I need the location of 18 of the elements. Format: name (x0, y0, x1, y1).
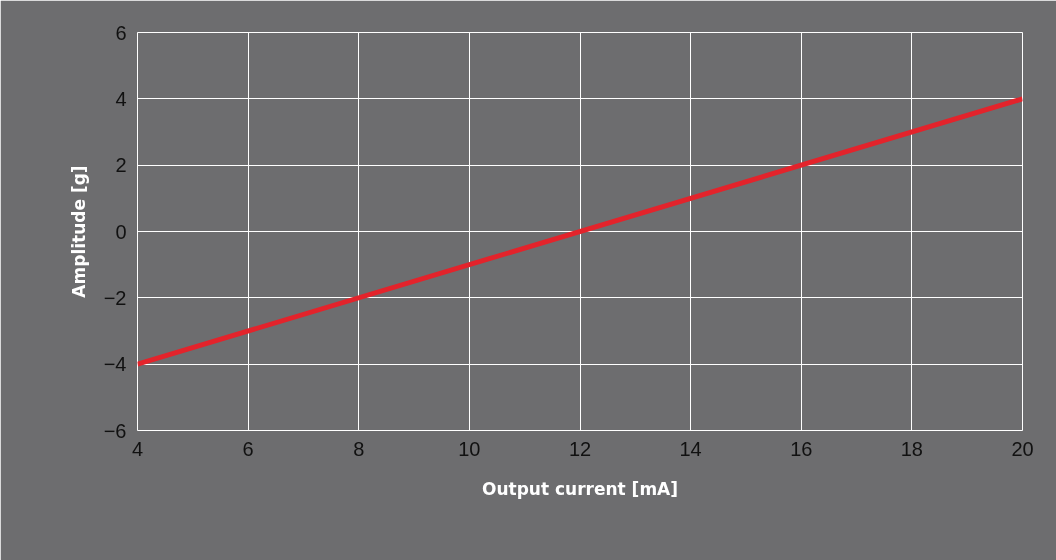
y-axis-title: Amplitude [g] (68, 165, 89, 298)
x-tick-label: 4 (131, 437, 144, 460)
x-tick-label: 20 (1011, 437, 1034, 460)
y-tick-label: −4 (103, 353, 127, 376)
x-tick-label: 10 (458, 437, 481, 460)
x-tick-label: 12 (568, 437, 592, 460)
y-tick-label: 4 (115, 87, 127, 110)
x-tick-label: 16 (790, 437, 813, 460)
x-axis-title: Output current [mA] (481, 478, 679, 499)
x-tick-label: 6 (242, 437, 254, 460)
y-tick-label: 0 (115, 220, 127, 243)
y-tick-label: −6 (103, 419, 127, 442)
y-tick-label: 2 (115, 154, 127, 177)
y-tick-label: 6 (115, 21, 127, 44)
x-tick-label: 14 (679, 437, 702, 460)
x-tick-label: 18 (900, 437, 923, 460)
x-tick-label: 8 (353, 437, 365, 460)
y-tick-label: −2 (103, 286, 127, 309)
